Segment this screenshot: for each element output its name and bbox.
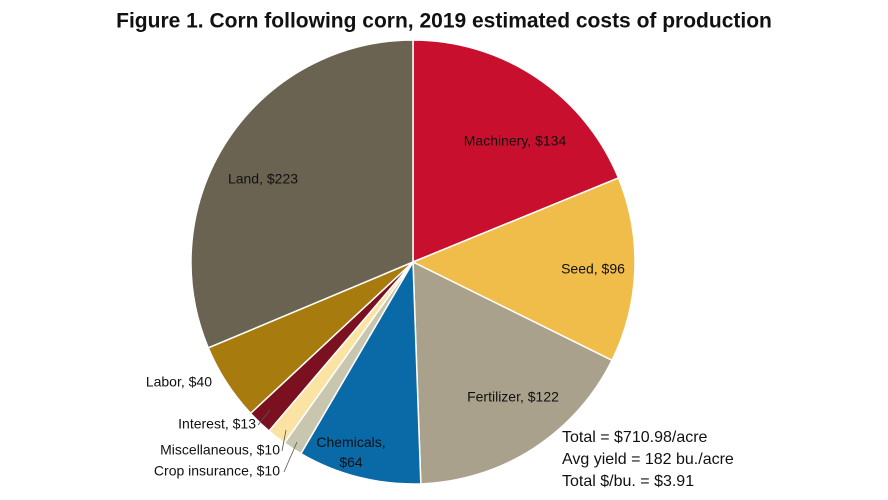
slice-label: Seed, $96 [561, 261, 625, 277]
slices [190, 39, 636, 485]
slice-label-line: $64 [339, 454, 363, 470]
chart-title: Figure 1. Corn following corn, 2019 esti… [116, 10, 772, 33]
leader-line [257, 409, 271, 426]
slice-label: Miscellaneous, $10 [160, 442, 280, 458]
annotation: Total $/bu. = $3.91 [562, 473, 694, 490]
slice-label: Machinery, $134 [464, 133, 567, 149]
slice-label-line: Chemicals, [316, 434, 385, 450]
annotation: Avg yield = 182 bu./acre [562, 451, 734, 468]
pie-slice [299, 259, 422, 485]
slice-label: Chemicals, $64 [316, 434, 385, 470]
slice-label: Labor, $40 [146, 374, 212, 390]
pie-slice [190, 39, 414, 349]
slice-label: Fertilizer, $122 [467, 389, 559, 405]
leader-line [281, 429, 287, 452]
leaders [257, 409, 298, 473]
slice-label: Land, $223 [228, 171, 298, 187]
pie-slice [412, 39, 620, 264]
slice-label: Crop insurance, $10 [154, 463, 280, 479]
pie-slice [412, 260, 614, 485]
annotation: Total = $710.98/acre [562, 429, 708, 446]
slice-label: Interest, $13 [178, 416, 256, 432]
pie-slice [411, 176, 636, 362]
leader-line [283, 441, 298, 473]
